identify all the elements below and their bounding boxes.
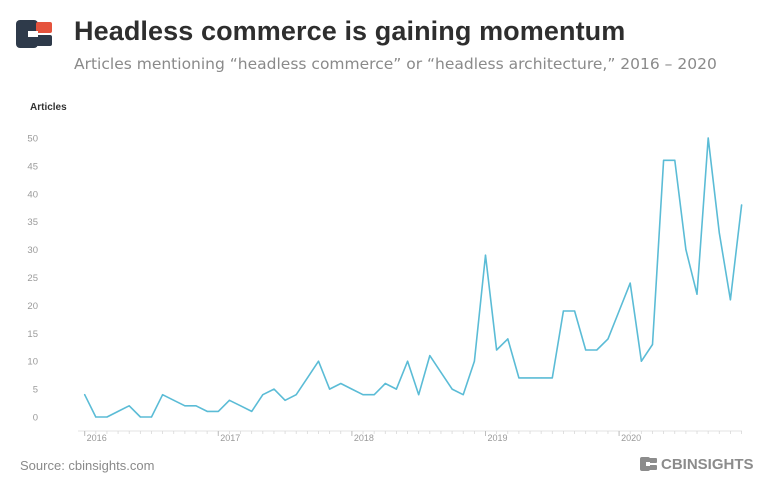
y-tick-label: 0 [33, 413, 38, 424]
data-point [507, 338, 509, 340]
data-point [618, 310, 620, 312]
data-point [351, 388, 353, 390]
y-axis-label: Articles [30, 102, 67, 113]
data-point [84, 394, 86, 396]
series-line [83, 137, 743, 418]
y-tick-labels: 0 5 10 15 20 25 30 35 40 45 50 [27, 134, 38, 424]
data-point [173, 399, 175, 401]
data-point [184, 405, 186, 407]
data-point [406, 360, 409, 362]
data-point [685, 249, 687, 251]
data-point [273, 388, 275, 390]
data-point [128, 405, 130, 407]
data-point [150, 416, 153, 418]
data-point [607, 338, 609, 340]
logo-right-top-block [36, 22, 52, 33]
data-point [373, 394, 375, 396]
data-point [139, 416, 141, 418]
data-point [206, 410, 208, 413]
data-point [251, 410, 253, 413]
x-tick-label: 2017 [220, 433, 240, 443]
data-point [518, 377, 520, 379]
data-point [239, 405, 242, 407]
data-point [551, 377, 553, 379]
data-point [195, 405, 197, 407]
data-point [340, 382, 342, 385]
data-point [729, 299, 731, 301]
data-point [484, 254, 487, 256]
y-tick-label: 40 [27, 189, 38, 200]
y-tick-label: 50 [27, 134, 38, 145]
data-point [228, 399, 230, 401]
data-point [740, 204, 743, 206]
data-point [585, 349, 587, 351]
data-point [462, 394, 464, 396]
cbinsights-logo [16, 20, 52, 48]
y-tick-label: 10 [27, 357, 38, 368]
data-point [440, 371, 442, 373]
data-point [696, 293, 698, 295]
data-point [662, 159, 665, 161]
brand-icon [640, 457, 657, 471]
y-tick-label: 45 [27, 161, 38, 172]
data-point [651, 343, 654, 346]
data-point [418, 394, 420, 396]
data-point [596, 349, 598, 351]
source-note: Source: cbinsights.com [20, 458, 155, 473]
y-tick-label: 20 [27, 301, 38, 312]
data-point [384, 382, 386, 385]
data-point [106, 416, 108, 418]
data-point [573, 310, 576, 312]
data-point [306, 377, 308, 379]
y-tick-label: 15 [27, 329, 38, 340]
series-group [83, 137, 743, 418]
logo-right-bottom-block [36, 35, 52, 46]
chart-title: Headless commerce is gaining momentum [74, 16, 626, 46]
data-point [529, 377, 531, 379]
data-point [540, 377, 542, 379]
data-point [674, 159, 676, 161]
y-tick-label: 25 [27, 273, 38, 284]
data-point [707, 137, 709, 139]
data-point [362, 394, 364, 396]
chart-subtitle: Articles mentioning “headless commerce” … [74, 55, 717, 73]
data-point [217, 410, 219, 413]
data-point [562, 310, 564, 312]
data-point [473, 360, 475, 362]
data-point [640, 360, 642, 362]
data-point [495, 349, 498, 351]
data-point [262, 394, 264, 396]
x-tick-label: 2018 [354, 433, 374, 443]
y-tick-label: 35 [27, 217, 38, 228]
y-tick-label: 30 [27, 245, 38, 256]
data-point [629, 282, 631, 284]
data-point [395, 388, 397, 390]
data-point [429, 355, 431, 357]
data-point [718, 232, 720, 234]
data-point [95, 416, 97, 418]
data-point [451, 388, 453, 390]
brand-text: CBINSIGHTS [661, 455, 754, 473]
logo-left-block [16, 20, 38, 48]
y-tick-label: 5 [33, 385, 38, 396]
data-point [317, 360, 320, 362]
x-tick-label: 2020 [621, 433, 641, 443]
x-tick-label: 2016 [87, 433, 107, 443]
data-point [328, 388, 331, 390]
x-tick-label: 2019 [487, 433, 507, 443]
data-point [295, 394, 297, 396]
data-point [284, 399, 286, 401]
x-axis: 2016 2017 2018 2019 2020 [78, 430, 742, 443]
data-point [117, 410, 119, 413]
brand-wordmark: CBINSIGHTS [640, 455, 754, 473]
data-point [161, 394, 164, 396]
